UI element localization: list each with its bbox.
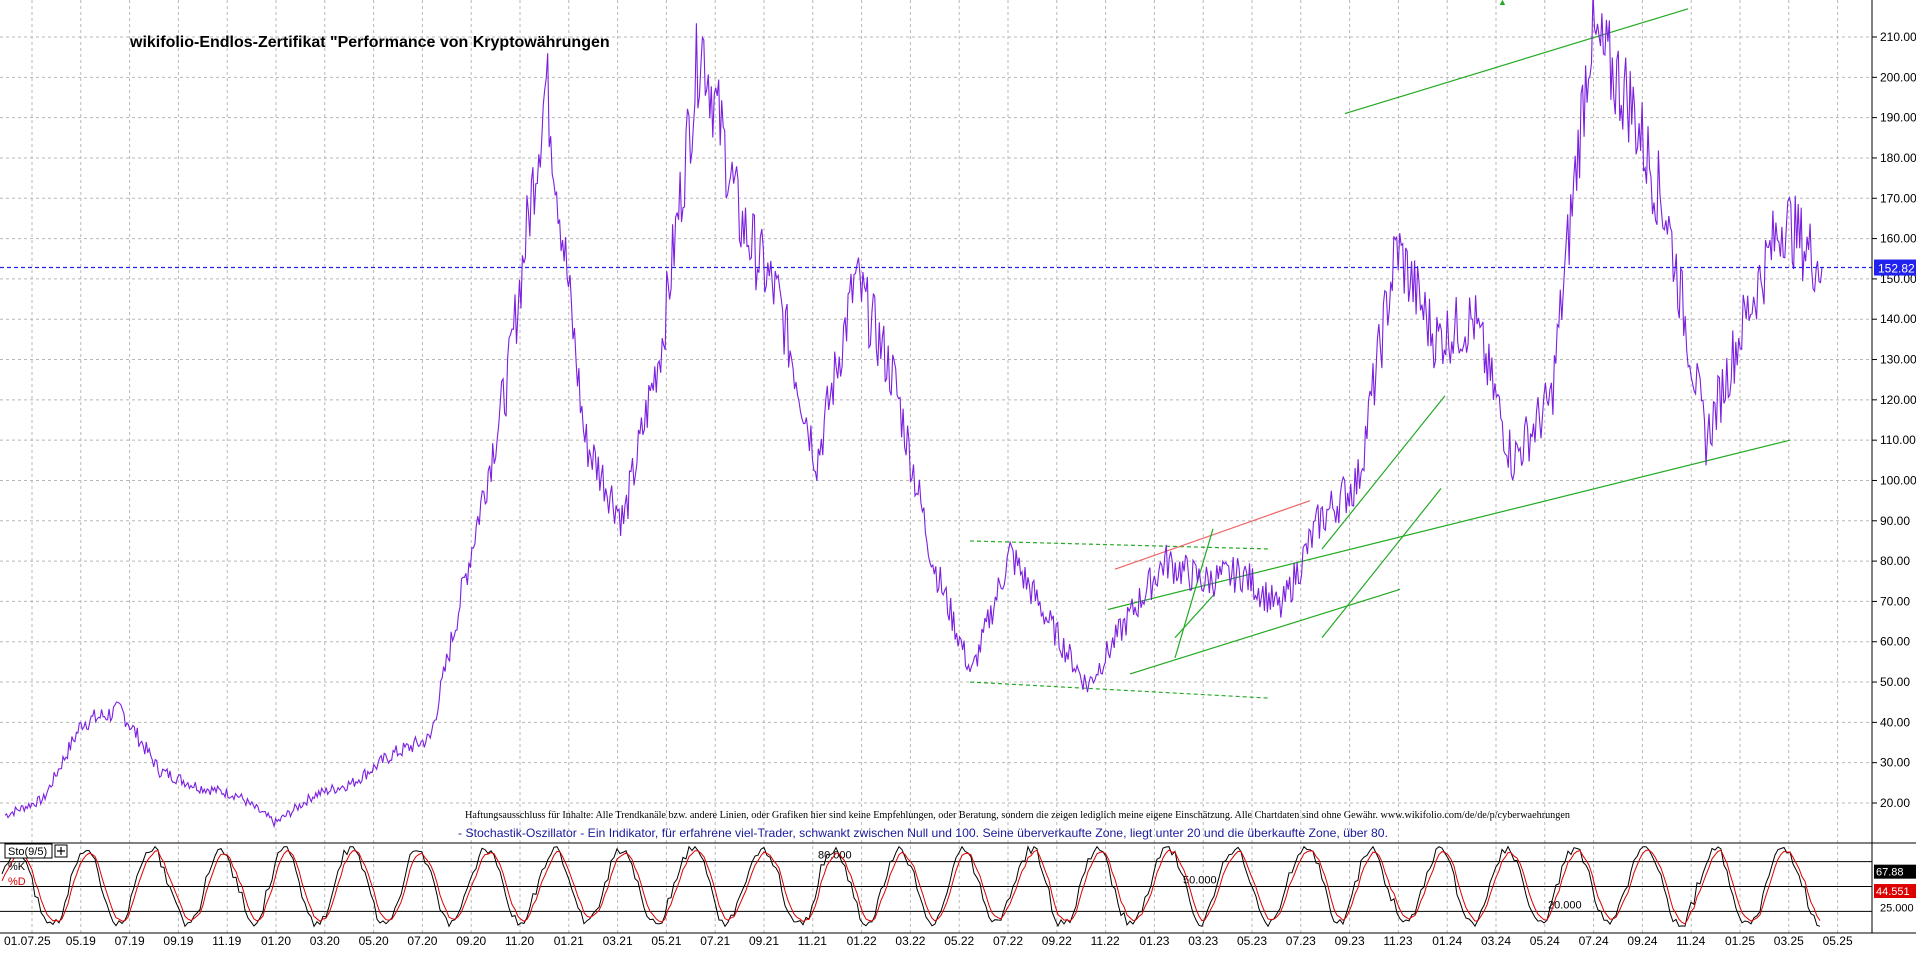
trend-upper-channel bbox=[1344, 8, 1689, 115]
y-tick-label: 160.00 bbox=[1880, 232, 1916, 246]
indicator-label-box[interactable] bbox=[4, 843, 53, 859]
x-tick-label: 03.24 bbox=[1481, 934, 1511, 948]
stoch-k-value: 67.88 bbox=[1876, 867, 1904, 879]
x-tick-label: 07.24 bbox=[1579, 934, 1609, 948]
y-tick-label: 80.00 bbox=[1880, 554, 1910, 568]
chart-title: wikifolio-Endlos-Zertifikat "Performance… bbox=[129, 34, 610, 51]
grid bbox=[0, 0, 1872, 933]
y-tick-label: 100.00 bbox=[1880, 473, 1916, 487]
legend-k: %K bbox=[8, 861, 26, 873]
x-tick-label: 01.22 bbox=[847, 934, 877, 948]
y-tick-label: 190.00 bbox=[1880, 111, 1916, 125]
trend-channel-c bbox=[1321, 488, 1442, 639]
osc-right-tick: 25.000 bbox=[1880, 902, 1914, 914]
x-tick-label: 01.20 bbox=[261, 934, 291, 948]
x-tick-label: 11.20 bbox=[505, 934, 534, 948]
trend-channel-d bbox=[1321, 395, 1446, 550]
x-tick-label: 07.22 bbox=[993, 934, 1023, 948]
y-tick-label: 140.00 bbox=[1880, 312, 1916, 326]
y-tick-label: 90.00 bbox=[1880, 514, 1910, 528]
indicator-note: - Stochastik-Oszillator - Ein Indikator,… bbox=[458, 826, 1388, 840]
x-tick-label: 07.21 bbox=[700, 934, 730, 948]
x-tick-label: 11.23 bbox=[1383, 934, 1412, 948]
last-price-badge bbox=[1874, 259, 1916, 276]
x-tick-label: 07.23 bbox=[1286, 934, 1316, 948]
y-tick-label: 180.00 bbox=[1880, 151, 1916, 165]
x-tick-label: 09.20 bbox=[456, 934, 486, 948]
x-tick-label: 11.19 bbox=[212, 934, 241, 948]
y-tick-label: 40.00 bbox=[1880, 715, 1910, 729]
legend-d: %D bbox=[8, 876, 26, 888]
price-series bbox=[0, 0, 1872, 829]
trend-resistance-dashed bbox=[969, 540, 1271, 550]
indicator-label: Sto(9/5) bbox=[8, 846, 47, 858]
x-tick-label: 09.21 bbox=[749, 934, 779, 948]
y-tick-label: 30.00 bbox=[1880, 756, 1910, 770]
stoch-k-badge bbox=[1874, 864, 1916, 879]
x-tick-label: 09.24 bbox=[1627, 934, 1657, 948]
x-tick-label: 07.19 bbox=[115, 934, 145, 948]
x-tick-label: 05.25 bbox=[1823, 934, 1853, 948]
plus-icon bbox=[57, 847, 65, 855]
x-tick-label: 09.19 bbox=[163, 934, 193, 948]
x-tick-label: 01.07.25 bbox=[4, 934, 51, 948]
x-tick-label: 11.21 bbox=[798, 934, 827, 948]
y-tick-label: 20.00 bbox=[1880, 796, 1910, 810]
y-tick-label: 130.00 bbox=[1880, 353, 1916, 367]
trend-resistance-red bbox=[1114, 500, 1311, 570]
x-tick-label: 03.20 bbox=[310, 934, 340, 948]
trend-channel-a bbox=[1174, 528, 1214, 659]
x-tick-label: 05.22 bbox=[944, 934, 974, 948]
y-tick-label: 70.00 bbox=[1880, 594, 1910, 608]
x-tick-label: 09.23 bbox=[1335, 934, 1365, 948]
x-tick-label: 05.20 bbox=[359, 934, 389, 948]
stoch-d-value: 44.551 bbox=[1876, 886, 1910, 898]
x-tick-label: 03.23 bbox=[1188, 934, 1218, 948]
y-tick-label: 60.00 bbox=[1880, 635, 1910, 649]
last-price-label: 152.82 bbox=[1878, 262, 1915, 276]
trend-support-bright bbox=[1129, 588, 1401, 675]
price-line bbox=[4, 0, 1823, 829]
x-tick-label: 05.21 bbox=[651, 934, 681, 948]
y-tick-label: 120.00 bbox=[1880, 393, 1916, 407]
x-tick-label: 11.24 bbox=[1676, 934, 1705, 948]
y-tick-label: 200.00 bbox=[1880, 70, 1916, 84]
trend-lines bbox=[969, 8, 1791, 699]
stoch-d-badge bbox=[1874, 884, 1916, 899]
y-tick-label: 210.00 bbox=[1880, 30, 1916, 44]
x-tick-label: 03.22 bbox=[895, 934, 925, 948]
x-tick-label: 09.22 bbox=[1042, 934, 1072, 948]
y-tick-label: 170.00 bbox=[1880, 191, 1916, 205]
x-tick-label: 01.23 bbox=[1139, 934, 1169, 948]
trend-channel-b bbox=[1174, 592, 1216, 639]
x-tick-label: 11.22 bbox=[1091, 934, 1120, 948]
marker-icon: ▲ bbox=[1498, 0, 1507, 7]
y-tick-label: 110.00 bbox=[1880, 433, 1916, 447]
osc-level-label: 20.000 bbox=[1548, 899, 1582, 911]
osc-level-label: 50.000 bbox=[1183, 875, 1217, 887]
trend-support-dashed bbox=[969, 681, 1271, 699]
stoch-k-line bbox=[1, 845, 1821, 928]
x-tick-label: 03.21 bbox=[603, 934, 633, 948]
x-tick-label: 07.20 bbox=[407, 934, 437, 948]
stoch-d-line bbox=[1, 849, 1821, 925]
x-tick-label: 01.24 bbox=[1432, 934, 1462, 948]
x-tick-label: 05.19 bbox=[66, 934, 96, 948]
trend-lower-channel bbox=[1107, 439, 1791, 611]
x-tick-label: 05.24 bbox=[1530, 934, 1560, 948]
disclaimer-text: Haftungsausschluss für Inhalte: Alle Tre… bbox=[465, 810, 1571, 821]
x-tick-label: 05.23 bbox=[1237, 934, 1267, 948]
x-tick-label: 01.21 bbox=[554, 934, 584, 948]
x-tick-label: 03.25 bbox=[1774, 934, 1804, 948]
y-tick-label: 50.00 bbox=[1880, 675, 1910, 689]
x-tick-label: 01.25 bbox=[1725, 934, 1755, 948]
